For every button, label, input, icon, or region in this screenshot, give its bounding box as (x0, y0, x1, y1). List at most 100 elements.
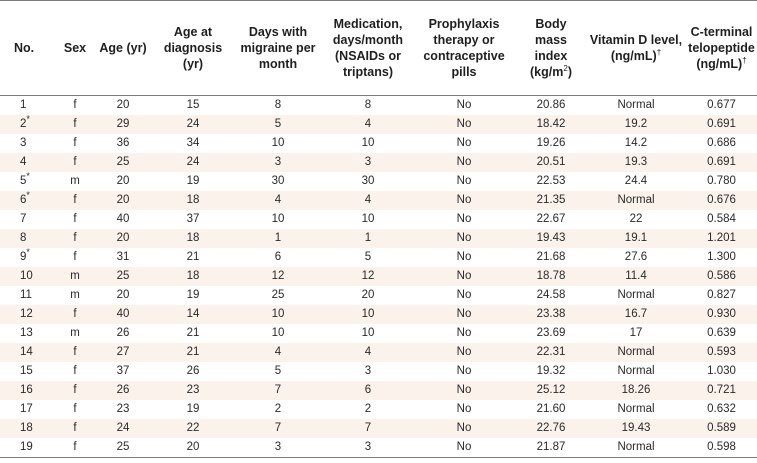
cell-prophylaxis: No (412, 153, 516, 172)
cell-days-with-migraine: 4 (232, 343, 324, 362)
table-row: 3 f 36 34 10 10 No 19.26 14.2 0.686 (0, 134, 757, 153)
cell-age: 20 (116, 289, 130, 301)
cell-bmi: 21.35 (516, 191, 586, 210)
table-row: 18 f 24 22 7 7 No 22.76 19.43 0.589 (0, 419, 757, 438)
table-body: 1 f 20 15 8 8 No 20.86 Normal 0.677 2* f 29 24 5 4 No 18.… (0, 96, 757, 458)
cell-bmi: 23.69 (536, 327, 566, 339)
cell-bmi: 20.51 (516, 153, 586, 172)
cell-age: 27 (92, 343, 154, 362)
cell-c-terminal-telopeptide: 0.721 (686, 381, 757, 400)
cell-age-at-diagnosis: 24 (154, 153, 232, 172)
cell-bmi: 18.42 (516, 115, 586, 134)
cell-vitamin-d: 19.43 (586, 419, 686, 438)
footnote-mark: * (26, 190, 30, 201)
cell-prophylaxis: No (456, 99, 472, 111)
cell-days-with-migraine: 10 (271, 327, 285, 339)
table-row: 2* f 29 24 5 4 No 18.42 19.2 0.691 (0, 115, 757, 134)
cell-no: 12 (0, 305, 58, 324)
cell-prophylaxis: No (412, 438, 516, 458)
cell-no: 1 (20, 99, 27, 111)
cell-age-at-diagnosis: 18 (154, 229, 232, 248)
cell-days-with-migraine: 7 (232, 419, 324, 438)
table-row: 17 f 23 19 2 2 No 21.60 Normal 0.632 (0, 400, 757, 419)
cell-prophylaxis: No (456, 137, 472, 149)
cell-no: 16 (0, 381, 58, 400)
cell-bmi: 22.53 (536, 175, 566, 187)
cell-age: 26 (92, 381, 154, 400)
cell-medication: 1 (324, 229, 412, 248)
cell-days-with-migraine: 25 (271, 289, 285, 301)
cell-prophylaxis: No (456, 213, 472, 225)
cell-age: 26 (116, 327, 130, 339)
cell-sex: f (58, 419, 92, 438)
cell-age: 40 (116, 213, 130, 225)
cell-days-with-migraine: 30 (271, 175, 285, 187)
cell-medication: 12 (324, 267, 412, 286)
cell-prophylaxis: No (456, 251, 472, 263)
cell-bmi: 22.31 (516, 343, 586, 362)
cell-sex: f (73, 137, 77, 149)
cell-no: 6* (0, 191, 58, 210)
cell-vitamin-d: 14.2 (624, 137, 648, 149)
cell-days-with-migraine: 3 (232, 438, 324, 458)
table-row: 7 f 40 37 10 10 No 22.67 22 0.584 (0, 210, 757, 229)
header-prophylaxis: Prophylaxis therapy or contraceptive pil… (412, 0, 516, 96)
cell-c-terminal-telopeptide: 0.676 (686, 191, 757, 210)
cell-medication: 10 (361, 327, 375, 339)
cell-days-with-migraine: 12 (232, 267, 324, 286)
cell-bmi: 25.12 (516, 381, 586, 400)
cell-prophylaxis: No (456, 403, 472, 415)
header-no: No. (0, 0, 58, 96)
cell-vitamin-d: 22 (629, 213, 643, 225)
table-row: 1 f 20 15 8 8 No 20.86 Normal 0.677 (0, 96, 757, 116)
cell-sex: f (58, 191, 92, 210)
cell-medication: 8 (364, 99, 372, 111)
cell-medication: 4 (324, 191, 412, 210)
cell-age-at-diagnosis: 14 (154, 305, 232, 324)
table-row: 19 f 25 20 3 3 No 21.87 Normal 0.598 (0, 438, 757, 458)
cell-c-terminal-telopeptide: 0.677 (707, 99, 736, 111)
cell-medication: 10 (361, 213, 375, 225)
cell-age-at-diagnosis: 19 (186, 175, 200, 187)
cell-no: 18 (0, 419, 58, 438)
cell-days-with-migraine: 8 (274, 99, 282, 111)
cell-medication: 4 (324, 115, 412, 134)
cell-vitamin-d: 18.26 (586, 381, 686, 400)
cell-age: 37 (116, 365, 130, 377)
cell-days-with-migraine: 1 (232, 229, 324, 248)
cell-no: 15 (20, 365, 33, 377)
cell-no: 7 (20, 213, 27, 225)
header-vitamin-d: Vitamin D level, (ng/mL)† (586, 0, 686, 96)
cell-c-terminal-telopeptide: 0.691 (686, 153, 757, 172)
cell-medication: 3 (324, 153, 412, 172)
cell-sex: f (58, 381, 92, 400)
cell-medication: 30 (361, 175, 375, 187)
cell-no: 10 (0, 267, 58, 286)
cell-age-at-diagnosis: 21 (154, 343, 232, 362)
cell-age-at-diagnosis: 37 (186, 213, 200, 225)
footnote-mark: * (26, 114, 30, 125)
cell-no: 14 (0, 343, 58, 362)
cell-days-with-migraine: 6 (274, 251, 282, 263)
cell-no: 11 (20, 289, 32, 301)
table-row: 10 m 25 18 12 12 No 18.78 11.4 0.586 (0, 267, 757, 286)
cell-vitamin-d: 24.4 (624, 175, 648, 187)
cell-prophylaxis: No (456, 289, 472, 301)
cell-bmi: 19.26 (536, 137, 566, 149)
cell-no: 19 (0, 438, 58, 458)
cell-sex: m (70, 289, 80, 301)
cell-medication: 10 (324, 305, 412, 324)
footnote-mark: * (26, 171, 30, 182)
cell-vitamin-d: 19.1 (586, 229, 686, 248)
footnote-mark: * (26, 247, 30, 258)
cell-age: 20 (92, 191, 154, 210)
table-row: 13 m 26 21 10 10 No 23.69 17 0.639 (0, 324, 757, 343)
cell-c-terminal-telopeptide: 0.639 (707, 327, 736, 339)
cell-c-terminal-telopeptide: 0.686 (707, 137, 736, 149)
cell-vitamin-d: Normal (617, 99, 655, 111)
cell-sex: f (73, 213, 77, 225)
cell-age: 20 (92, 229, 154, 248)
cell-c-terminal-telopeptide: 0.780 (707, 175, 736, 187)
cell-age-at-diagnosis: 26 (186, 365, 200, 377)
